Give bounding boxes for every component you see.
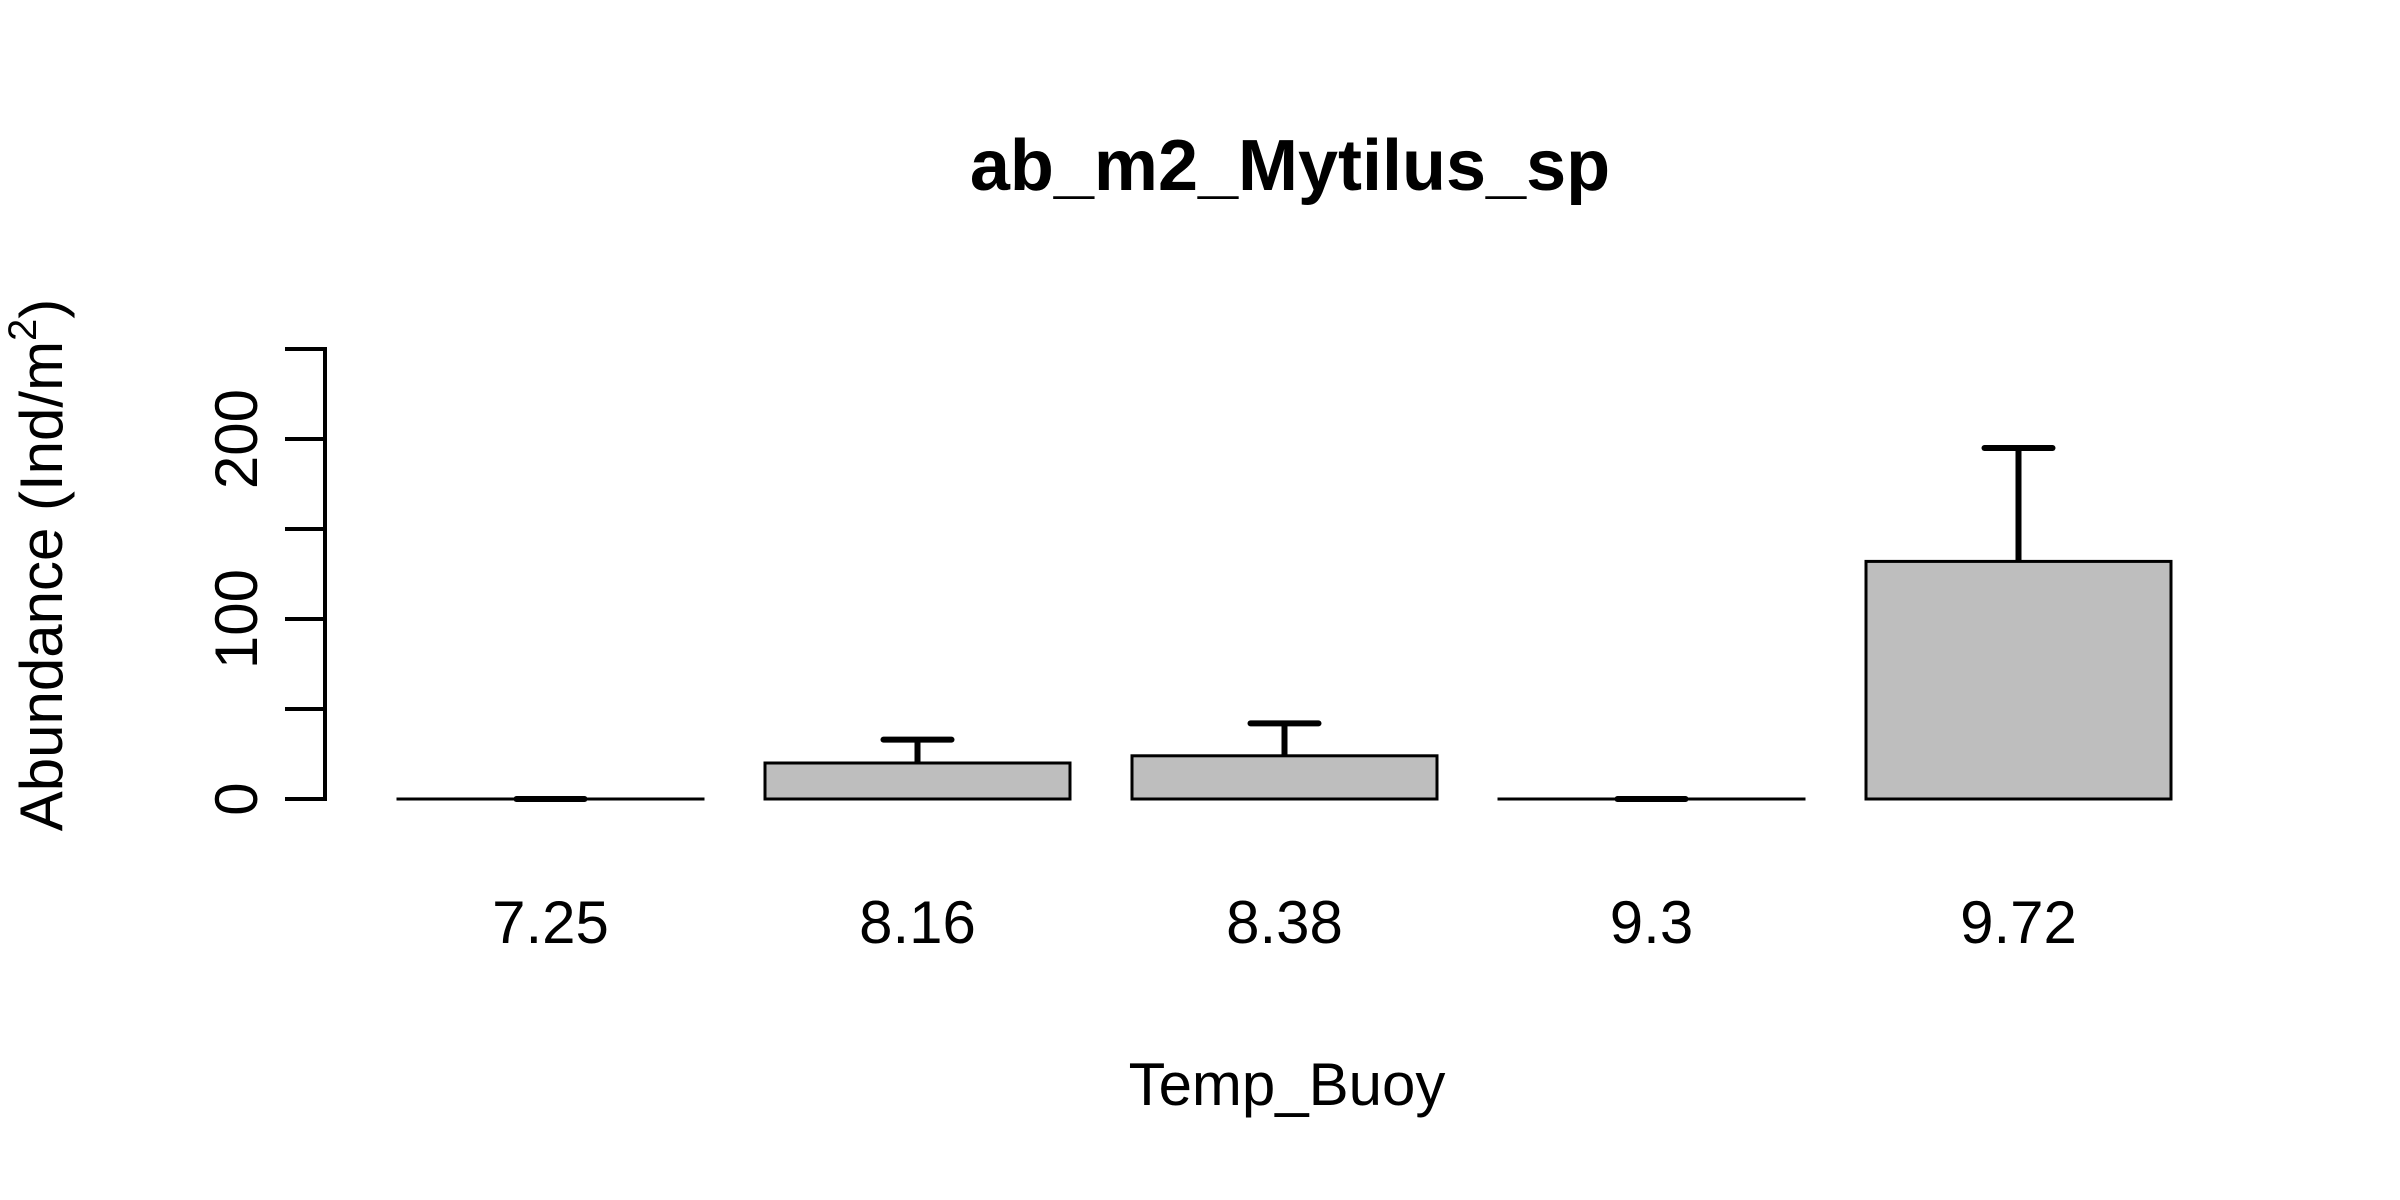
x-tick-label: 8.16: [859, 889, 976, 956]
y-tick-label: 0: [203, 782, 270, 815]
x-tick-label: 7.25: [492, 889, 609, 956]
x-tick-label: 8.38: [1226, 889, 1343, 956]
y-axis-label-superscript: 2: [1, 319, 45, 341]
bar: [1130, 754, 1439, 801]
chart-title: ab_m2_Mytilus_sp: [970, 126, 1610, 206]
y-axis-label-close: ): [8, 299, 75, 319]
y-axis-label-main: Abundance (Ind/m: [8, 341, 75, 831]
bar: [763, 761, 1072, 801]
x-tick-label: 9.3: [1610, 889, 1693, 956]
y-axis-label: Abundance (Ind/m2): [1, 299, 75, 832]
x-axis-label: Temp_Buoy: [1129, 1051, 1446, 1118]
y-tick-label: 200: [203, 389, 270, 489]
plot-area: 0 100 200 7.25 8.16 8.38 9.3 9.72: [203, 347, 2173, 956]
svg-text:Abundance (Ind/m2): Abundance (Ind/m2): [1, 299, 75, 832]
x-tick-label: 9.72: [1960, 889, 2077, 956]
bar: [1864, 559, 2173, 801]
y-tick-label: 100: [203, 569, 270, 669]
